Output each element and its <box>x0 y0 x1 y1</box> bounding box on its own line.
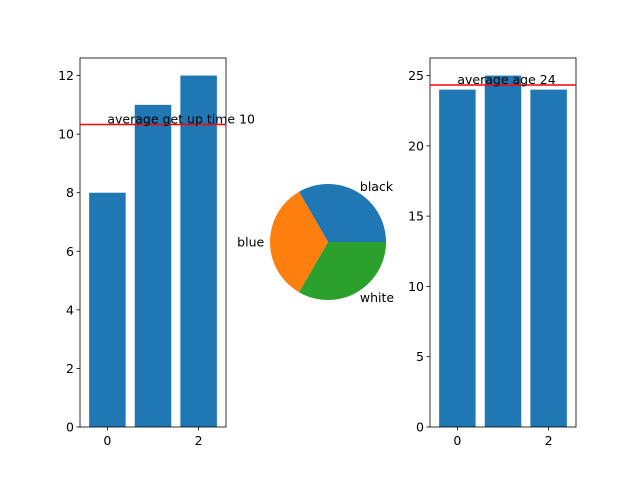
y-tick-label: 0 <box>416 420 424 435</box>
bar-0 <box>439 89 476 427</box>
y-tick-label: 5 <box>416 349 424 364</box>
pie-slice-white <box>299 242 386 300</box>
x-tick-label: 0 <box>103 433 111 448</box>
x-tick-label: 0 <box>453 433 461 448</box>
x-tick-label: 2 <box>195 433 203 448</box>
color-pie-chart: black blue white <box>237 179 394 305</box>
bar-0 <box>89 192 126 427</box>
axes-frame <box>79 57 227 428</box>
pie-label-blue: blue <box>237 235 264 250</box>
y-tick-label: 6 <box>66 244 74 259</box>
y-tick-label: 10 <box>408 279 424 294</box>
y-tick-label: 12 <box>58 68 74 83</box>
pie-label-black: black <box>360 179 394 194</box>
y-tick-label: 2 <box>66 361 74 376</box>
y-tick-label: 15 <box>408 209 424 224</box>
pie-slice-blue <box>270 191 328 293</box>
average-label: average age 24 <box>457 72 555 87</box>
bar-1 <box>134 104 172 427</box>
bar-2 <box>530 89 567 427</box>
right-bar-chart: 0 5 10 15 20 25 0 2 average age 24 <box>408 57 577 448</box>
y-tick-label: 8 <box>66 185 74 200</box>
average-label: average get up time 10 <box>107 111 255 126</box>
y-tick-label: 4 <box>66 302 74 317</box>
bar-2 <box>180 75 217 428</box>
y-tick-label: 10 <box>58 127 74 142</box>
left-bar-chart: 0 2 4 6 8 10 12 0 2 average get up time 10 <box>58 57 255 448</box>
y-tick-label: 25 <box>408 68 424 83</box>
bar-1 <box>484 75 522 428</box>
y-tick-label: 20 <box>408 138 424 153</box>
pie-slice-black <box>299 183 386 242</box>
pie-label-white: white <box>360 290 395 305</box>
x-tick-label: 2 <box>545 433 553 448</box>
axes-frame <box>429 57 577 428</box>
y-tick-label: 0 <box>66 420 74 435</box>
